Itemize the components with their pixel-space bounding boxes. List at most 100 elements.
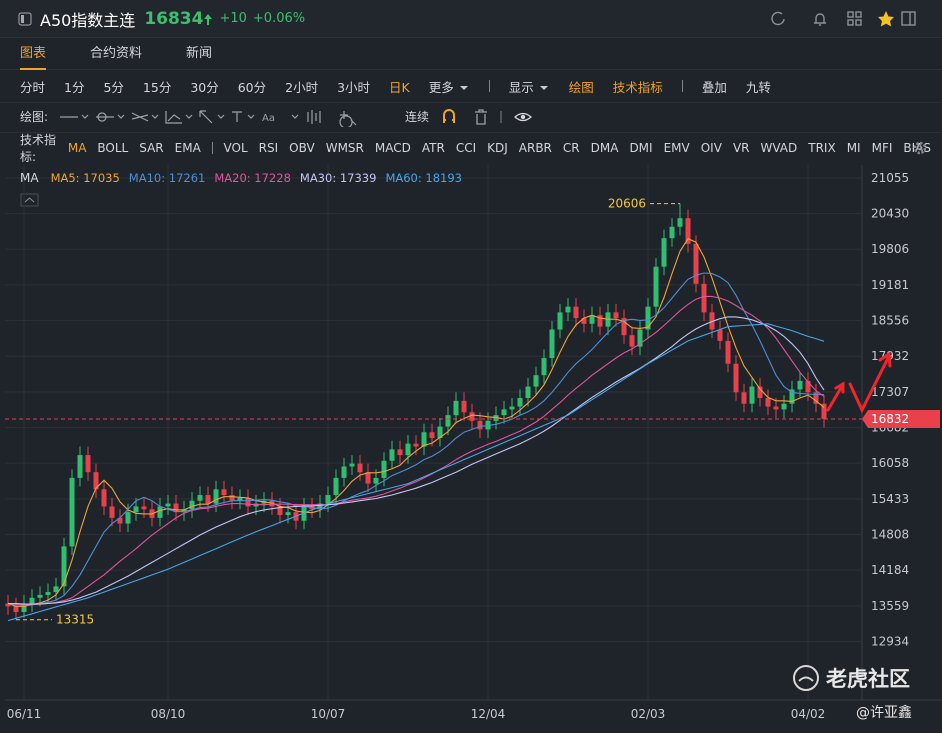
candle-body — [413, 443, 419, 447]
bars-tool[interactable] — [307, 109, 321, 124]
candle — [557, 303, 563, 339]
watermark-author: @许亚鑫 — [856, 704, 912, 721]
fib-tool[interactable] — [165, 110, 193, 124]
indicator-button[interactable]: MFI — [871, 140, 893, 155]
candle-body — [429, 432, 435, 438]
legend-entry: MA30: 17339 — [300, 171, 377, 185]
indicator-button[interactable]: DMI — [629, 140, 653, 155]
line-tool[interactable] — [60, 114, 89, 119]
candle — [229, 486, 235, 510]
font-tool[interactable] — [291, 114, 299, 119]
indicator-button[interactable]: TRIX — [808, 140, 836, 155]
candle — [805, 372, 811, 401]
eye-icon[interactable] — [514, 112, 533, 121]
period-button[interactable]: 叠加 — [701, 79, 727, 95]
candle-body — [69, 477, 75, 547]
period-button[interactable]: 60分 — [237, 79, 267, 95]
period-button[interactable]: 3小时 — [337, 79, 371, 95]
indicator-button[interactable]: BOLL — [97, 140, 129, 155]
arrow-tool[interactable] — [199, 109, 225, 123]
bell-icon[interactable] — [814, 13, 826, 26]
trash-icon[interactable] — [475, 108, 488, 125]
tab[interactable]: 新闻 — [186, 45, 213, 61]
candle-body — [117, 517, 123, 524]
legend-entry: MA5: 17035 — [51, 171, 120, 185]
text-tool[interactable] — [232, 110, 255, 122]
period-button[interactable]: 15分 — [142, 79, 172, 95]
candle — [717, 320, 723, 350]
candle — [221, 480, 227, 504]
font-size-tool[interactable]: Aa — [262, 113, 275, 124]
legend-entry: MA60: 18193 — [385, 171, 462, 185]
period-button[interactable]: 分时 — [20, 79, 46, 95]
indicator-button[interactable]: RSI — [258, 140, 279, 155]
settings-icon[interactable] — [912, 140, 928, 156]
indicator-button[interactable]: MACD — [374, 140, 411, 155]
indicator-button[interactable]: ATR — [421, 140, 445, 155]
x-tick-label: 12/04 — [471, 707, 506, 721]
period-button[interactable]: 1分 — [64, 79, 85, 95]
candle — [349, 455, 355, 476]
indicator-button[interactable]: OBV — [289, 140, 315, 155]
period-button[interactable]: 显示 — [509, 77, 550, 96]
channel-tool[interactable] — [131, 111, 159, 122]
indicator-button[interactable]: CR — [562, 140, 580, 155]
period-button[interactable]: 技术指标 — [612, 79, 663, 95]
indicator-button[interactable]: ARBR — [518, 140, 552, 155]
tab[interactable]: 合约资料 — [90, 45, 143, 61]
last-price-tag — [862, 410, 940, 429]
period-button[interactable]: 2小时 — [285, 79, 319, 95]
indicator-button[interactable]: SAR — [139, 140, 164, 155]
candle — [165, 495, 171, 516]
indicator-button[interactable]: WVAD — [760, 140, 798, 155]
collapse-button[interactable] — [20, 193, 39, 207]
candle-body — [189, 500, 195, 510]
indicator-button[interactable]: VOL — [223, 140, 248, 155]
period-button[interactable]: 日K — [389, 79, 410, 95]
divider — [681, 80, 683, 92]
indicator-button[interactable]: DMA — [590, 140, 619, 155]
candle — [77, 446, 83, 487]
candle — [365, 463, 371, 493]
candle-body — [53, 586, 59, 593]
indicator-button[interactable]: VR — [732, 140, 750, 155]
indicator-button[interactable]: CCI — [455, 140, 477, 155]
y-tick-label: 19806 — [871, 242, 909, 256]
period-button[interactable]: 5分 — [103, 79, 124, 95]
indicator-button[interactable]: BIAS — [903, 140, 931, 155]
star-icon[interactable] — [878, 11, 894, 27]
magnet-icon[interactable] — [443, 108, 456, 123]
period-button[interactable]: 九转 — [745, 79, 771, 95]
low-label: 13315 — [56, 613, 94, 627]
indicator-button[interactable]: EMV — [663, 140, 690, 155]
x-tick-label: 10/07 — [311, 707, 346, 721]
ray-tool[interactable] — [96, 111, 125, 122]
menu-icon[interactable] — [18, 12, 32, 26]
period-button[interactable]: 30分 — [190, 79, 219, 95]
indicator-button[interactable]: MI — [846, 140, 861, 155]
y-tick-label: 15433 — [871, 492, 909, 506]
candle — [445, 406, 451, 436]
candle — [493, 406, 499, 430]
panel-icon[interactable] — [901, 11, 916, 26]
period-button[interactable]: 绘图 — [568, 79, 594, 95]
zoom-tool[interactable] — [339, 110, 357, 127]
period-button[interactable]: 更多 — [429, 77, 470, 96]
candle-body — [85, 455, 91, 473]
refresh-icon[interactable] — [771, 11, 785, 26]
indicator-button[interactable]: WMSR — [325, 140, 364, 155]
candle — [405, 435, 411, 464]
indicator-button[interactable]: KDJ — [487, 140, 508, 155]
legend-entry: MA20: 17228 — [214, 171, 291, 185]
ma-line — [7, 323, 825, 622]
tab[interactable]: 图表 — [20, 38, 47, 70]
candle-body — [197, 495, 203, 501]
indicator-button[interactable]: EMA — [174, 140, 201, 155]
draw-mode[interactable]: 连续 — [405, 110, 430, 124]
candle — [469, 403, 475, 430]
grid-icon[interactable] — [847, 11, 862, 26]
indicator-button[interactable]: OIV — [700, 140, 722, 155]
candle-body — [661, 238, 667, 267]
indicator-button[interactable]: MA — [67, 140, 87, 155]
candle — [93, 463, 99, 498]
